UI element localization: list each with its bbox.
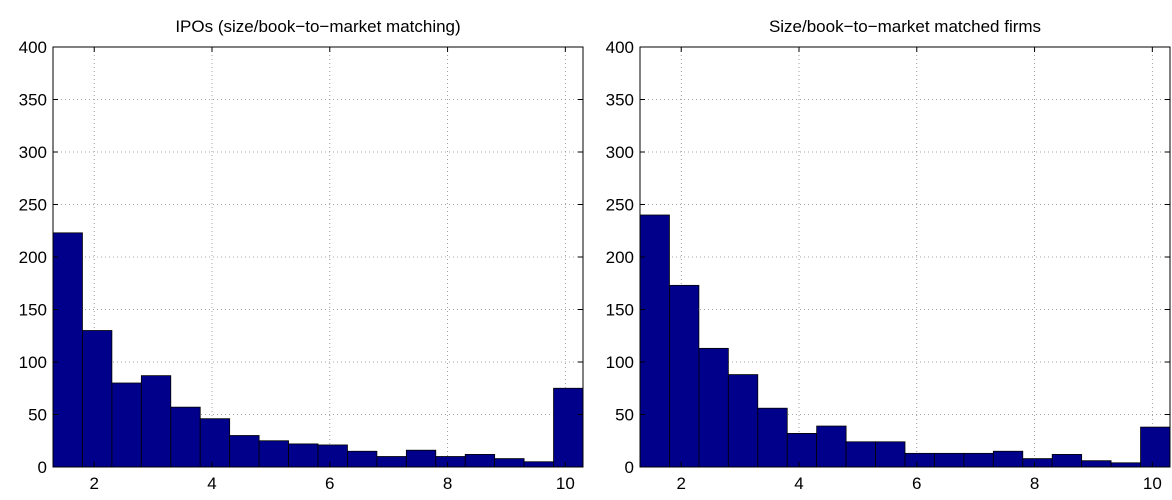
histogram-bar (229, 435, 260, 468)
y-tick-label: 200 (606, 248, 634, 267)
histogram-bar (1140, 426, 1171, 468)
y-tick-label: 50 (28, 406, 47, 425)
histogram-bar (494, 458, 525, 468)
histogram-bar (553, 387, 584, 468)
x-tick-label: 10 (1143, 474, 1162, 493)
histogram-bar (639, 214, 670, 468)
histogram-bar (1110, 462, 1141, 468)
y-tick-label: 0 (38, 458, 47, 477)
y-tick-label: 350 (19, 91, 47, 110)
y-tick-label: 50 (615, 406, 634, 425)
histogram-bar (464, 453, 496, 468)
histogram-bar (963, 452, 994, 468)
histogram-bar (435, 456, 466, 468)
x-tick-label: 2 (676, 474, 685, 493)
y-tick-label: 200 (19, 248, 47, 267)
histogram-bar (258, 440, 289, 468)
y-tick-label: 100 (606, 353, 634, 372)
y-tick-label: 300 (19, 143, 47, 162)
histogram-bar (288, 443, 319, 468)
histogram-bar (347, 450, 378, 468)
histogram-bar (405, 449, 437, 468)
y-tick-label: 300 (606, 143, 634, 162)
y-tick-label: 100 (19, 353, 47, 372)
chart-title: Size/book−to−market matched firms (769, 17, 1041, 36)
histogram-bar (845, 441, 876, 468)
histogram-bar (992, 450, 1024, 468)
y-tick-label: 250 (606, 196, 634, 215)
x-tick-label: 2 (89, 474, 98, 493)
x-tick-label: 10 (556, 474, 575, 493)
histogram-bar (934, 452, 965, 468)
y-tick-label: 400 (19, 38, 47, 57)
chart-title: IPOs (size/book−to−market matching) (175, 17, 460, 36)
histogram-bar (199, 418, 231, 468)
histogram-bar (82, 330, 113, 468)
histogram-bar (170, 406, 201, 468)
x-tick-label: 4 (794, 474, 803, 493)
y-tick-label: 400 (606, 38, 634, 57)
histogram-bar (111, 382, 142, 468)
y-tick-label: 350 (606, 91, 634, 110)
histogram-bar (52, 232, 83, 468)
x-tick-label: 8 (1030, 474, 1039, 493)
chart-ipos: 0 50 100 150 200 250 300 350 400 2 4 6 8 10 IPOs (size… (19, 17, 584, 493)
y-tick-label: 250 (19, 196, 47, 215)
histogram-bar (698, 347, 729, 468)
x-tick-label: 8 (443, 474, 452, 493)
histogram-bar (523, 461, 554, 468)
histogram-bar (727, 374, 759, 468)
chart-matched-firms: 0 50 100 150 200 250 300 350 400 2 4 6 8 10 Size/book−… (606, 17, 1171, 493)
histogram-bar (875, 441, 906, 468)
x-tick-label: 6 (912, 474, 921, 493)
histogram-bar (786, 432, 818, 468)
histogram-bar (816, 425, 847, 468)
histogram-bar (1081, 460, 1112, 468)
x-tick-label: 6 (325, 474, 334, 493)
histogram-bar (669, 284, 700, 468)
histogram-bar (140, 375, 172, 468)
x-tick-label: 4 (207, 474, 216, 493)
histogram-bar (1022, 458, 1053, 468)
histogram-bar (317, 444, 348, 468)
histogram-bar (904, 452, 935, 468)
y-tick-label: 150 (606, 301, 634, 320)
histogram-bar (1051, 453, 1083, 468)
histogram-bar (376, 456, 407, 468)
histogram-bar (757, 407, 788, 468)
y-tick-label: 150 (19, 301, 47, 320)
y-tick-label: 0 (625, 458, 634, 477)
